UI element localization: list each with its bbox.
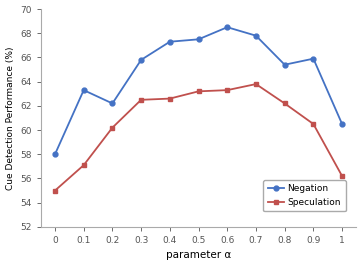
Negation [340, 122, 344, 126]
Y-axis label: Cue Detection Performance (%): Cue Detection Performance (%) [5, 46, 14, 190]
Speculation [311, 122, 316, 126]
Speculation [282, 102, 287, 105]
Speculation [340, 174, 344, 178]
Line: Negation: Negation [52, 25, 345, 157]
Line: Speculation: Speculation [52, 82, 345, 193]
Negation [196, 38, 201, 41]
Negation [311, 57, 316, 60]
Speculation [81, 164, 86, 167]
Negation [254, 34, 258, 37]
Speculation [225, 89, 230, 92]
Legend: Negation, Speculation: Negation, Speculation [263, 180, 346, 211]
Negation [81, 89, 86, 92]
X-axis label: parameter α: parameter α [166, 251, 231, 260]
Negation [139, 58, 143, 61]
Speculation [254, 82, 258, 86]
Negation [168, 40, 172, 43]
Negation [110, 102, 115, 105]
Speculation [168, 97, 172, 100]
Negation [53, 153, 57, 156]
Speculation [53, 189, 57, 192]
Speculation [196, 90, 201, 93]
Speculation [110, 126, 115, 129]
Speculation [139, 98, 143, 101]
Negation [282, 63, 287, 66]
Negation [225, 26, 230, 29]
